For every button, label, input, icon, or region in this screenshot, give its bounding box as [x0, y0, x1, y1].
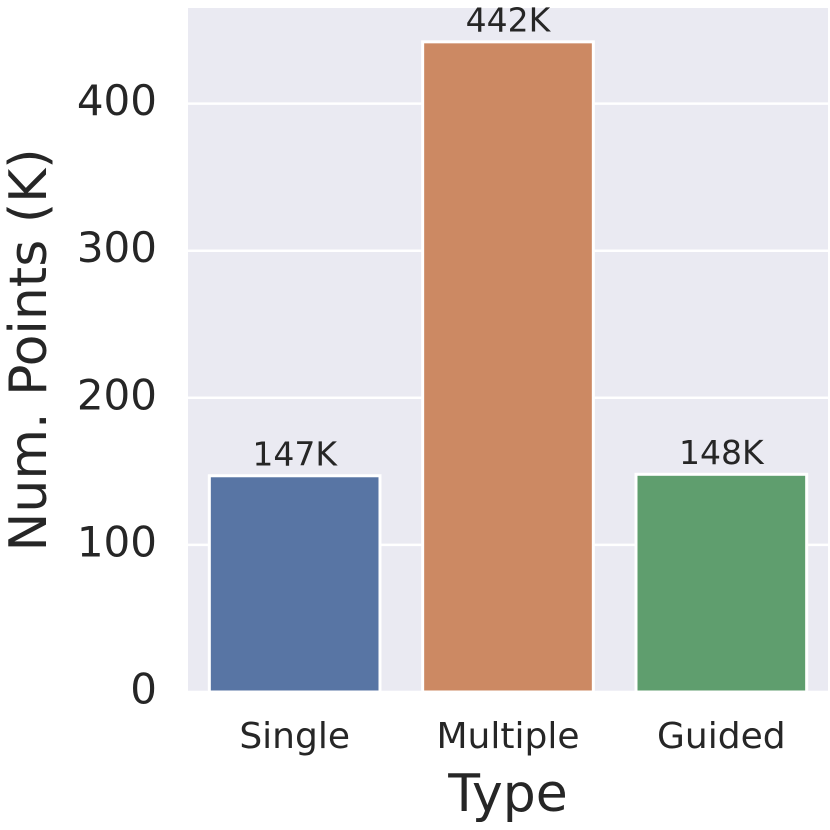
y-tick-label: 0 — [130, 665, 157, 714]
x-tick-label: Single — [239, 716, 350, 757]
y-tick-label: 300 — [77, 223, 157, 272]
value-label: 148K — [679, 433, 765, 472]
x-axis-label: Type — [447, 764, 567, 824]
y-tick-label: 200 — [77, 370, 157, 419]
y-axis-label: Num. Points (K) — [0, 149, 59, 552]
bar — [207, 474, 382, 694]
value-label: 442K — [466, 0, 552, 39]
value-label: 147K — [252, 434, 338, 473]
y-tick-label: 100 — [77, 517, 157, 566]
bar — [634, 472, 809, 694]
x-tick-label: Multiple — [437, 716, 580, 757]
bar — [421, 40, 595, 694]
x-tick-label: Guided — [657, 716, 786, 757]
y-tick-label: 400 — [77, 76, 157, 125]
